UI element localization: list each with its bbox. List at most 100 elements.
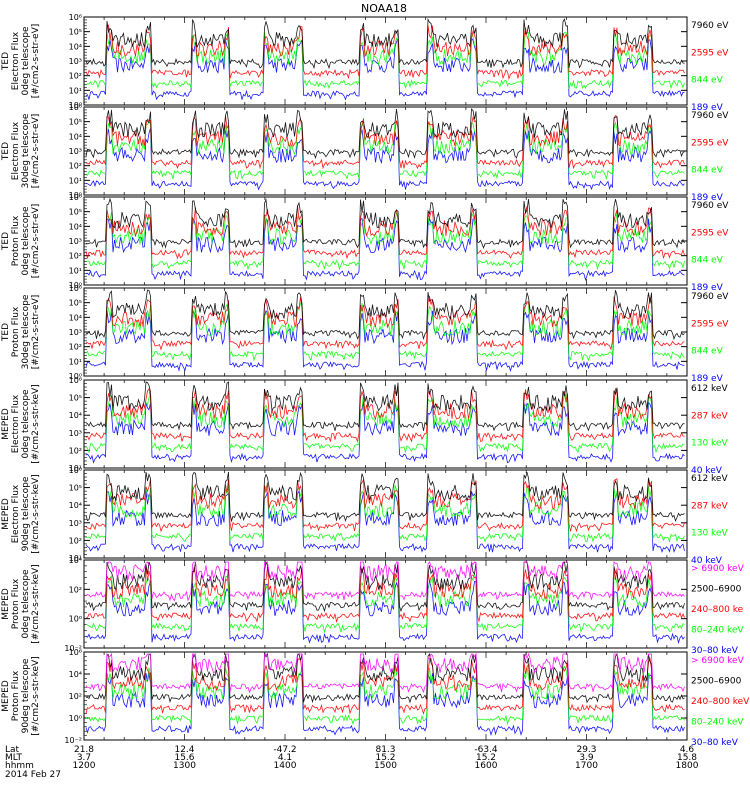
legend-entry: 844 eV [691,256,724,266]
x-tick-label-hhmm: 1300 [173,761,196,771]
y-axis-label-line: Electron Flux [11,121,21,180]
x-tick-label-mlt: 3.9 [579,753,594,763]
y-axis-label-line: [#/cm2-s-str-keV] [31,474,41,553]
legend-entry: 7960 eV [691,201,729,211]
y-tick-label: 10³ [69,57,82,66]
series-trace [85,115,685,170]
y-axis-label-line: Electron Flux [11,394,21,453]
series-trace [85,309,685,372]
y-tick-label: 10² [69,692,82,701]
legend-entry: 80–240 keV [691,718,744,728]
series-trace [85,652,685,694]
x-tick-label-hhmm: 1700 [575,761,598,771]
series-trace [85,197,685,249]
y-axis-label-line: 0deg telescope [21,389,31,459]
y-axis-label-line: MEPED [1,680,11,712]
panel-6: 10¹ 10² 10³ 10⁴ 10⁵ 10⁶ MEPEDElectron Flux90de… [1,466,728,566]
y-tick-label: 10² [69,585,82,594]
x-tick-label-lat: 29.3 [576,745,596,755]
y-tick-label: 10⁴ [69,670,82,679]
panel-4: 10⁰ 10¹ 10² 10³ 10⁴ 10⁵ 10⁶ TEDProton Flux30deg… [1,284,729,384]
y-axis-label-line: [#/cm2-s-str-eV] [31,295,41,370]
x-tick-label-lat: 81.3 [375,745,395,755]
series-trace [85,211,685,271]
legend-entry: 7960 eV [691,21,729,31]
y-axis-label: MEPEDElectron Flux0deg telescope[#/cm2-s… [1,384,41,463]
y-tick-label: 10⁴ [69,411,82,420]
y-tick-label: 10⁵ [69,299,82,308]
legend-entry: 80–240 keV [691,626,744,636]
y-axis-label-line: Electron Flux [11,31,21,90]
y-tick-label: 10⁰ [69,101,82,110]
series-trace [85,17,685,70]
y-axis-label: TEDProton Flux0deg telescope[#/cm2-s-str… [1,204,41,279]
y-axis-label: MEPEDElectron Flux90deg telescope[#/cm2-… [1,474,41,553]
legend-entry: 130 keV [691,439,728,449]
x-tick-label-mlt: 15.8 [677,753,697,763]
y-tick-label: 10⁵ [69,28,82,37]
y-tick-label: 10⁴ [69,222,82,231]
legend-entry: 7960 eV [691,111,729,121]
series-trace [85,121,685,180]
y-tick-label: 10³ [69,328,82,337]
x-tick-label-hhmm: 1600 [475,761,498,771]
y-tick-label: 10³ [69,429,82,438]
series-trace [85,652,685,704]
y-tick-label: 10¹ [69,176,82,185]
y-tick-label: 10⁰ [69,191,82,200]
series-trace [85,393,685,454]
y-tick-label: 10⁴ [69,132,82,141]
series-trace [85,217,685,282]
y-tick-label: 10¹ [69,357,82,366]
y-tick-label: 10² [69,72,82,81]
y-tick-label: 10⁵ [69,484,82,493]
legend-entry: 2595 eV [691,228,729,238]
y-axis-label-line: Proton Flux [11,306,21,357]
y-tick-label: 10¹ [69,266,82,275]
y-tick-label: 10⁵ [69,208,82,217]
series-trace [85,560,685,613]
legend-entry: 2595 eV [691,48,729,58]
y-axis-label-line: 0deg telescope [21,569,31,639]
legend-entry: 844 eV [691,76,724,86]
legend-entry: 189 eV [691,103,724,113]
x-tick-label-hhmm: 1400 [274,761,297,771]
y-tick-label: 10⁶ [69,103,82,112]
y-tick-label: 10⁶ [69,648,82,657]
series-trace [85,471,685,523]
x-tick-label-mlt: 15.2 [375,753,395,763]
y-tick-label: 10⁻² [64,736,82,745]
series-trace [85,24,685,80]
legend-entry: 2595 eV [691,138,729,148]
series-trace [85,572,685,634]
series-trace [85,381,685,432]
series-trace [85,401,685,464]
x-tick-label-hhmm: 1200 [73,761,96,771]
legend-entry: 240–800 ke [691,605,744,615]
series-trace [85,387,685,443]
y-tick-label: 10⁶ [69,376,82,385]
y-axis-label-line: Proton Flux [11,215,21,266]
y-tick-label: 10⁴ [69,42,82,51]
y-tick-label: 10¹ [69,464,82,473]
y-tick-label: 10⁴ [69,313,82,322]
panel-frame [83,379,688,469]
series-trace [85,302,685,362]
x-tick-label-lat: 12.4 [174,745,194,755]
legend-entry: > 6900 keV [691,656,745,666]
y-axis-label-line: Electron Flux [11,484,21,543]
y-tick-label: 10¹ [69,554,82,563]
y-axis-label: MEPEDProton Flux90deg telescope[#/cm2-s-… [1,656,41,735]
panel-8: 10⁻² 10⁰ 10² 10⁴ 10⁶ MEPEDProton Flux90deg te… [1,648,750,748]
series-trace [85,128,685,191]
panel-7: 10⁻² 10⁰ 10² 10⁴ MEPEDProton Flux0deg telesc… [1,556,745,656]
y-tick-label: 10³ [69,147,82,156]
y-axis-label-line: [#/cm2-s-str-eV] [31,24,41,99]
legend-entry: 30–80 keV [691,646,739,656]
legend-entry: 30–80 keV [691,738,739,748]
y-tick-label: 10³ [69,519,82,528]
panel-frame [83,559,688,649]
x-row-label: Lat [5,745,20,755]
series-trace [85,478,685,533]
